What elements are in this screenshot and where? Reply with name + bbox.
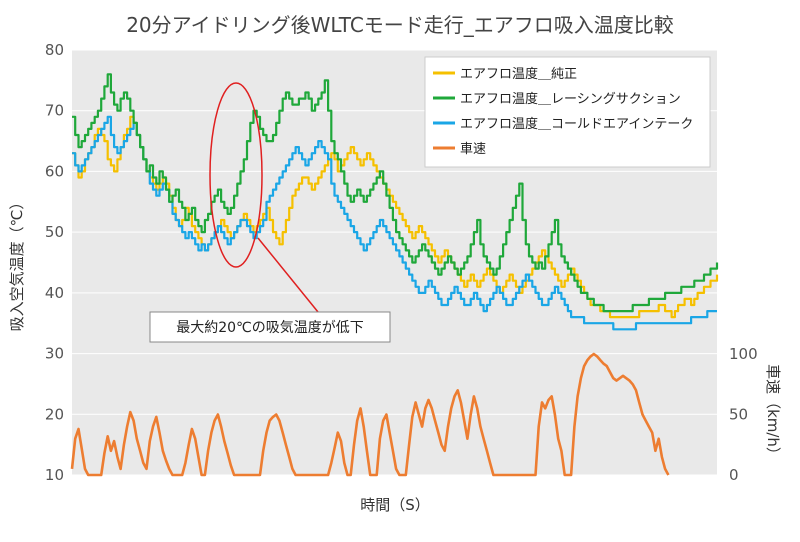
chart-title: 20分アイドリング後WLTCモード走行_エアフロ吸入温度比較 xyxy=(126,13,674,37)
legend-label: エアフロ温度＿レーシングサクション xyxy=(460,91,681,107)
callout-box xyxy=(149,311,391,343)
legend-label: エアフロ温度＿コールドエアインテーク xyxy=(460,116,693,132)
y-axis-ticks: 10 20 30 40 50 60 70 80 xyxy=(45,41,64,484)
y-axis-label: 吸入空気温度（℃） xyxy=(8,195,26,332)
y2-tick-label: 50 xyxy=(729,406,748,424)
y-tick-label: 10 xyxy=(45,466,64,484)
series-line-1 xyxy=(72,73,719,313)
series-layer xyxy=(70,73,719,477)
highlight-ellipse xyxy=(209,82,263,268)
callout-pointer xyxy=(257,237,319,313)
y-tick-label: 80 xyxy=(45,41,64,59)
y-tick-label: 70 xyxy=(45,102,64,120)
y-tick-label: 30 xyxy=(45,345,64,363)
y-tick-label: 50 xyxy=(45,223,64,241)
y2-tick-label: 0 xyxy=(729,466,739,484)
y2-axis-ticks: 0 50 100 xyxy=(729,345,758,484)
y-tick-label: 60 xyxy=(45,162,64,180)
legend: エアフロ温度＿純正エアフロ温度＿レーシングサクションエアフロ温度＿コールドエアイ… xyxy=(424,56,711,168)
callout-text: 最大約20℃の吸気温度が低下 xyxy=(176,320,364,336)
y-tick-label: 20 xyxy=(45,405,64,423)
legend-label: エアフロ温度＿純正 xyxy=(460,66,577,82)
series-line-3 xyxy=(70,352,670,477)
legend-label: 車速 xyxy=(460,142,486,157)
legend-box xyxy=(424,56,711,168)
annotations: 最大約20℃の吸気温度が低下 xyxy=(149,82,391,343)
x-axis-label: 時間（S） xyxy=(360,496,430,514)
y2-tick-label: 100 xyxy=(729,345,758,363)
y2-axis-label: 車速（km/h） xyxy=(764,364,782,462)
y-tick-label: 40 xyxy=(45,284,64,302)
